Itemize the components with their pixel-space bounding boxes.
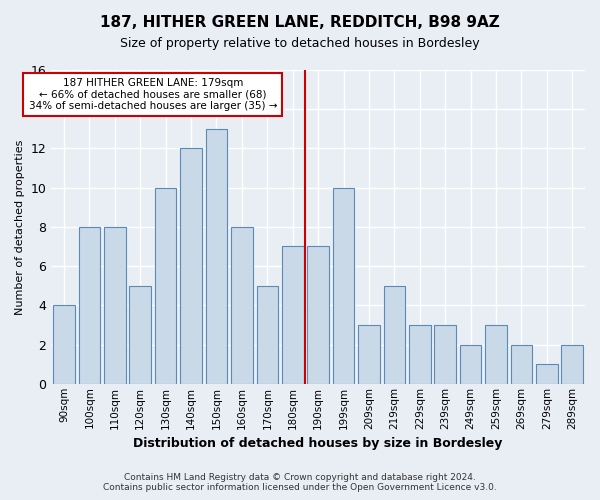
Bar <box>333 188 355 384</box>
Bar <box>536 364 557 384</box>
Bar <box>485 325 507 384</box>
Text: 187, HITHER GREEN LANE, REDDITCH, B98 9AZ: 187, HITHER GREEN LANE, REDDITCH, B98 9A… <box>100 15 500 30</box>
Bar <box>53 306 75 384</box>
Y-axis label: Number of detached properties: Number of detached properties <box>15 139 25 314</box>
Text: 187 HITHER GREEN LANE: 179sqm
← 66% of detached houses are smaller (68)
34% of s: 187 HITHER GREEN LANE: 179sqm ← 66% of d… <box>29 78 277 111</box>
Bar <box>257 286 278 384</box>
Bar <box>358 325 380 384</box>
Bar <box>307 246 329 384</box>
Bar <box>206 129 227 384</box>
Bar <box>130 286 151 384</box>
Bar <box>434 325 456 384</box>
Text: Contains HM Land Registry data © Crown copyright and database right 2024.
Contai: Contains HM Land Registry data © Crown c… <box>103 473 497 492</box>
Bar <box>180 148 202 384</box>
Bar <box>104 227 125 384</box>
Bar <box>282 246 304 384</box>
Bar <box>460 344 481 384</box>
Bar <box>409 325 431 384</box>
Bar <box>562 344 583 384</box>
Bar <box>511 344 532 384</box>
X-axis label: Distribution of detached houses by size in Bordesley: Distribution of detached houses by size … <box>133 437 503 450</box>
Text: Size of property relative to detached houses in Bordesley: Size of property relative to detached ho… <box>120 38 480 51</box>
Bar <box>155 188 176 384</box>
Bar <box>79 227 100 384</box>
Bar <box>231 227 253 384</box>
Bar <box>383 286 405 384</box>
